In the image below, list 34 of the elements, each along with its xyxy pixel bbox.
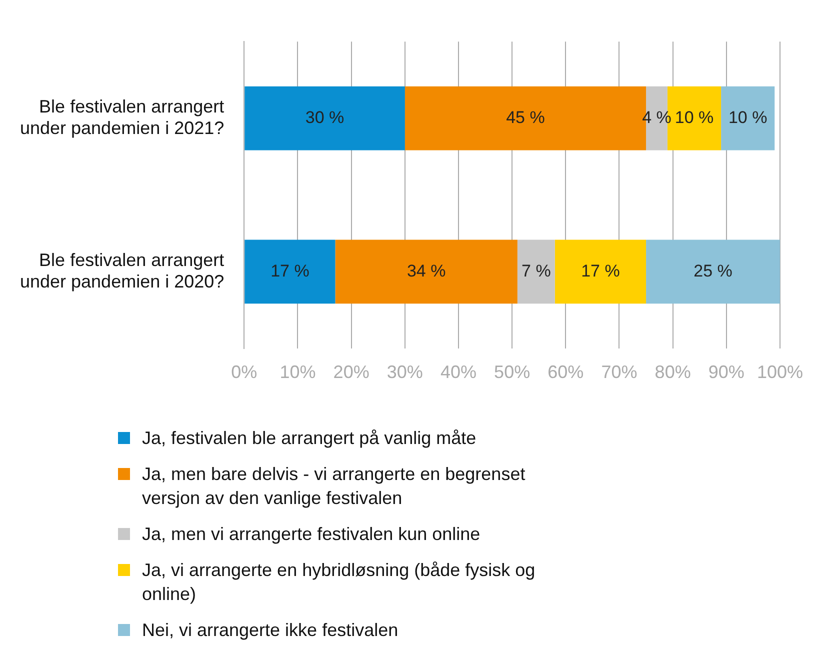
y-tick-label: Ble festivalen arrangert under pandemien i 2021? [20, 96, 224, 138]
x-tick-label: 70% [601, 362, 638, 382]
data-label: 7 % [522, 261, 551, 280]
legend-label: Ja, festivalen ble arrangert på vanlig måte [142, 427, 476, 450]
data-label: 45 % [506, 108, 545, 127]
x-tick-label: 100% [756, 362, 804, 382]
bar [244, 86, 405, 150]
x-tick-label: 0% [231, 362, 258, 382]
bar [517, 240, 555, 304]
data-label: 34 % [406, 261, 446, 280]
bar [244, 240, 336, 304]
data-label: 25 % [694, 261, 732, 280]
x-tick-label: 20% [333, 362, 370, 382]
x-tick-label: 50% [494, 362, 530, 382]
data-label: 30 % [305, 108, 344, 127]
legend-label: Ja, men vi arrangerte festivalen kun online [142, 523, 480, 546]
x-tick-label: 30% [386, 362, 423, 382]
y-tick-label: Ble festivalen arrangert under pandemien i 2020? [20, 250, 224, 292]
x-tick-label: 80% [654, 362, 691, 382]
legend-label: Nei, vi arrangerte ikke festivalen [142, 619, 398, 642]
bar [335, 240, 518, 304]
legend-label: Ja, vi arrangerte en hybridløsning (både fysisk og online) [142, 559, 536, 606]
data-label: 17 % [581, 261, 620, 280]
bar [554, 240, 646, 304]
x-tick-label: 10% [280, 362, 316, 382]
data-label: 10 % [674, 108, 714, 127]
data-label: 10 % [728, 108, 768, 127]
x-tick-label: 60% [548, 362, 584, 382]
bar [646, 240, 780, 304]
legend-label: Ja, men bare delvis - vi arrangerte en begrenset versjon av den vanlige festivalen [142, 463, 526, 510]
x-tick-label: 40% [440, 362, 477, 382]
x-tick-label: 90% [708, 362, 744, 382]
data-label: 17 % [270, 261, 310, 280]
bar [721, 86, 775, 150]
